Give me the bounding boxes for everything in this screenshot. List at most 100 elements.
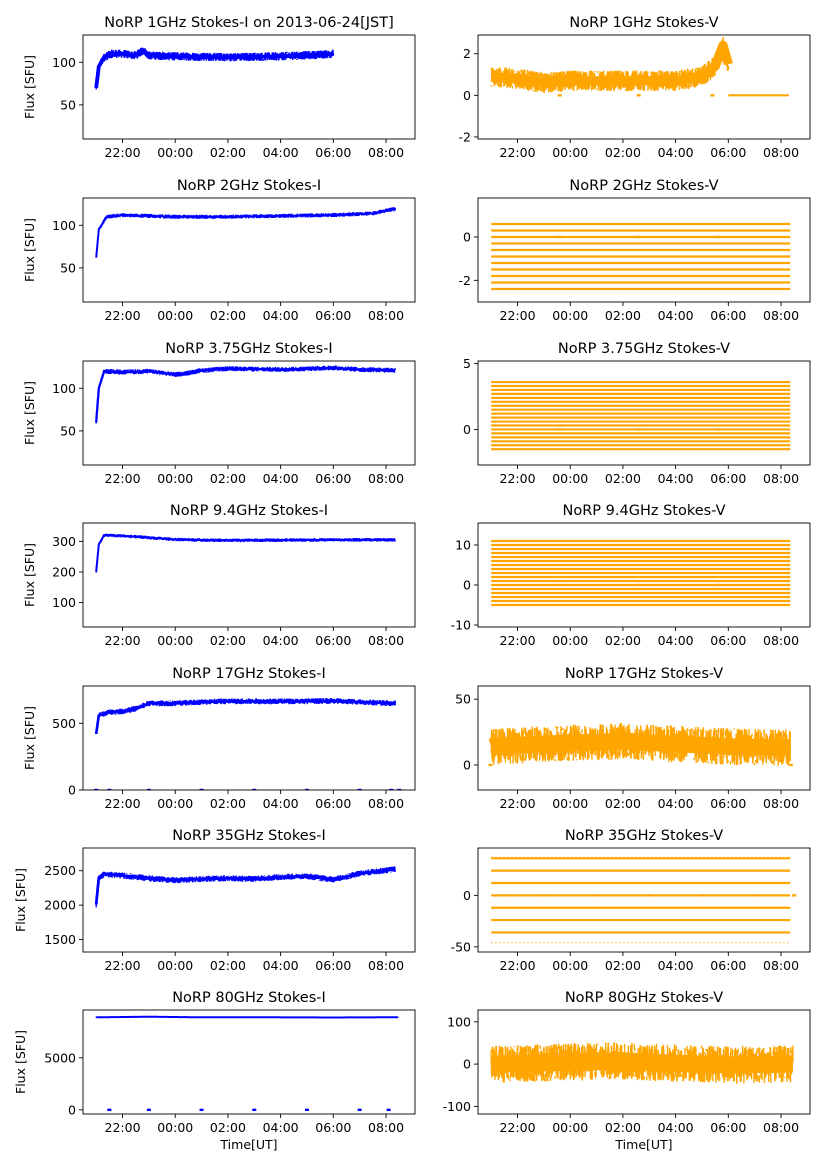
x-tick-label: 04:00 xyxy=(658,308,694,323)
series-Stokes-V xyxy=(482,1042,802,1084)
axes-frame xyxy=(477,1009,811,1115)
x-tick-label: 06:00 xyxy=(315,308,351,323)
axes-frame xyxy=(82,847,416,953)
x-tick-label: 02:00 xyxy=(605,1120,641,1135)
y-tick-label: 500 xyxy=(52,716,76,731)
x-tick-label: 08:00 xyxy=(763,145,799,160)
y-axis-label: Flux [SFU] xyxy=(22,706,37,770)
x-tick-label: 04:00 xyxy=(658,471,694,486)
x-tick-label: 00:00 xyxy=(157,958,193,973)
axes-frame xyxy=(477,685,811,791)
data-trace xyxy=(95,698,396,734)
y-tick-label: 0 xyxy=(463,888,471,903)
x-tick-label: 04:00 xyxy=(263,1120,299,1135)
x-tick-label: 22:00 xyxy=(500,633,536,648)
axes-frame xyxy=(82,685,416,791)
panel-title: NoRP 17GHz Stokes-V xyxy=(565,666,723,682)
panel-9.4GHz-I: 22:00 00:00 02:00 04:00 06:00 08:00 100 200 300 N… xyxy=(22,503,416,648)
x-tick-label: 22:00 xyxy=(105,633,141,648)
data-trace xyxy=(95,866,396,908)
y-tick-label: -2 xyxy=(459,273,471,288)
y-tick-label: 0 xyxy=(463,88,471,103)
axes-frame xyxy=(82,34,416,140)
x-tick-label: 00:00 xyxy=(552,1120,588,1135)
x-tick-label: 06:00 xyxy=(315,471,351,486)
y-tick-label: 200 xyxy=(52,564,76,579)
x-tick-label: 22:00 xyxy=(500,958,536,973)
y-axis-label: Flux [SFU] xyxy=(22,543,37,607)
x-tick-label: 06:00 xyxy=(710,308,746,323)
panel-80GHz-V: 22:00 00:00 02:00 04:00 06:00 08:00 -100 0 100 No… xyxy=(443,990,811,1152)
x-tick-label: 04:00 xyxy=(263,958,299,973)
y-axis-label: Flux [SFU] xyxy=(22,381,37,445)
x-axis-label: Time[UT] xyxy=(614,1137,672,1152)
y-tick-label: 100 xyxy=(52,381,76,396)
y-tick-label: 100 xyxy=(52,218,76,233)
panel-title: NoRP 35GHz Stokes-V xyxy=(565,828,723,844)
axes-frame xyxy=(82,1009,416,1115)
y-tick-label: 5 xyxy=(463,356,471,371)
panel-17GHz-I: 22:00 00:00 02:00 04:00 06:00 08:00 0 500 NoRP 1… xyxy=(22,666,416,811)
x-tick-label: 06:00 xyxy=(315,633,351,648)
x-tick-label: 22:00 xyxy=(105,308,141,323)
x-tick-label: 08:00 xyxy=(763,308,799,323)
panel-title: NoRP 1GHz Stokes-I on 2013-06-24[JST] xyxy=(104,15,394,31)
panel-title: NoRP 3.75GHz Stokes-I xyxy=(165,341,332,357)
panel-title: NoRP 2GHz Stokes-V xyxy=(569,178,718,194)
panel-35GHz-I: 22:00 00:00 02:00 04:00 06:00 08:00 1500 2000 25… xyxy=(13,828,416,973)
x-tick-label: 22:00 xyxy=(105,958,141,973)
x-tick-label: 02:00 xyxy=(210,633,246,648)
y-tick-label: 50 xyxy=(455,692,471,707)
data-trace-core xyxy=(94,868,397,905)
x-tick-label: 22:00 xyxy=(500,1120,536,1135)
x-tick-label: 22:00 xyxy=(105,145,141,160)
x-tick-label: 08:00 xyxy=(763,633,799,648)
x-tick-label: 04:00 xyxy=(658,1120,694,1135)
x-tick-label: 02:00 xyxy=(210,308,246,323)
data-trace-core xyxy=(95,366,397,423)
panel-2GHz-V: 22:00 00:00 02:00 04:00 06:00 08:00 -2 0 NoRP 2G… xyxy=(459,178,811,323)
y-tick-label: -50 xyxy=(451,939,471,954)
series-Stokes-V xyxy=(491,222,791,291)
panel-80GHz-I: 22:00 00:00 02:00 04:00 06:00 08:00 0 5000 NoRP … xyxy=(13,990,416,1152)
x-tick-label: 04:00 xyxy=(263,633,299,648)
x-tick-label: 08:00 xyxy=(763,471,799,486)
x-tick-label: 02:00 xyxy=(605,145,641,160)
series-Stokes-I xyxy=(94,698,402,790)
y-tick-label: 0 xyxy=(463,422,471,437)
x-tick-label: 08:00 xyxy=(763,796,799,811)
x-tick-label: 22:00 xyxy=(500,796,536,811)
data-trace-core xyxy=(94,48,336,89)
x-tick-label: 06:00 xyxy=(710,958,746,973)
y-tick-label: 50 xyxy=(60,260,76,275)
y-tick-label: -10 xyxy=(451,618,471,633)
y-tick-label: 0 xyxy=(463,230,471,245)
data-trace-core xyxy=(483,733,799,757)
panel-title: NoRP 1GHz Stokes-V xyxy=(569,15,718,31)
panel-title: NoRP 80GHz Stokes-V xyxy=(565,990,723,1006)
series-Stokes-I xyxy=(94,47,336,90)
data-trace-core xyxy=(486,40,733,88)
data-trace-core xyxy=(95,208,396,258)
x-tick-label: 02:00 xyxy=(605,308,641,323)
series-Stokes-I xyxy=(95,533,396,573)
x-tick-label: 22:00 xyxy=(500,145,536,160)
x-tick-label: 02:00 xyxy=(210,471,246,486)
x-axis-label: Time[UT] xyxy=(219,1137,277,1152)
x-tick-label: 08:00 xyxy=(368,471,404,486)
y-tick-label: 2500 xyxy=(44,863,76,878)
x-tick-label: 06:00 xyxy=(710,1120,746,1135)
x-tick-label: 08:00 xyxy=(368,633,404,648)
panel-1GHz-V: 22:00 00:00 02:00 04:00 06:00 08:00 -2 0 2 NoRP 1… xyxy=(459,15,811,160)
y-tick-label: 0 xyxy=(463,578,471,593)
x-tick-label: 08:00 xyxy=(368,796,404,811)
x-tick-label: 06:00 xyxy=(710,145,746,160)
x-tick-label: 02:00 xyxy=(210,958,246,973)
y-tick-label: 2000 xyxy=(44,898,76,913)
panel-3.75GHz-V: 22:00 00:00 02:00 04:00 06:00 08:00 0 5 NoRP 3.7… xyxy=(463,341,811,486)
x-tick-label: 00:00 xyxy=(157,633,193,648)
y-tick-label: 100 xyxy=(52,595,76,610)
x-tick-label: 06:00 xyxy=(710,471,746,486)
axes-frame xyxy=(477,522,811,628)
